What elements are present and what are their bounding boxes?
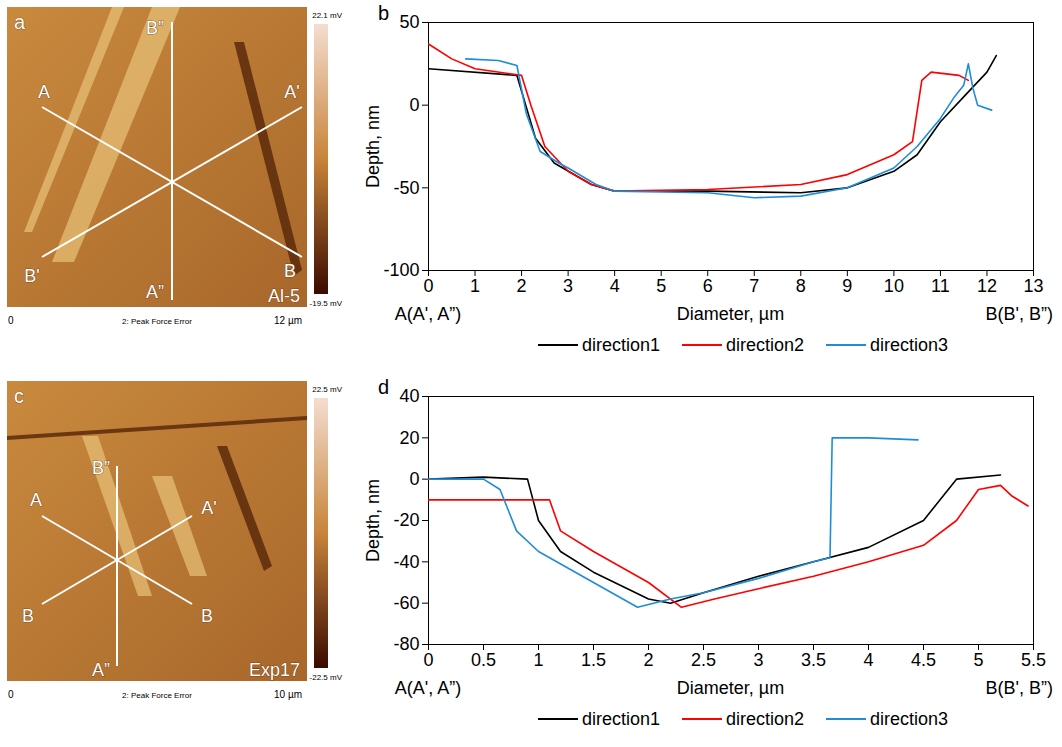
svg-text:c: c <box>14 385 24 407</box>
svg-text:4.5: 4.5 <box>911 650 936 670</box>
html-text:B(B', B”): B(B', B”) <box>985 678 1053 698</box>
html-text:direction2: direction2 <box>726 708 804 729</box>
svg-text:A: A <box>38 82 50 102</box>
svg-text:Depth, nm: Depth, nm <box>363 479 383 562</box>
svg-text:0.5: 0.5 <box>471 650 496 670</box>
svg-text:40: 40 <box>399 386 419 406</box>
svg-text:2: 2 <box>517 276 527 296</box>
svg-text:A”: A” <box>146 282 164 302</box>
svg-text:0: 0 <box>423 650 433 670</box>
svg-text:10 µm: 10 µm <box>274 689 302 700</box>
svg-text:22.5 mV: 22.5 mV <box>312 385 342 394</box>
svg-text:-19.5 mV: -19.5 mV <box>310 299 343 308</box>
svg-text:0: 0 <box>8 689 14 700</box>
svg-text:13: 13 <box>1023 276 1043 296</box>
svg-text:50: 50 <box>399 12 419 32</box>
html-text:A(A', A”): A(A', A”) <box>394 304 462 324</box>
svg-text:3.5: 3.5 <box>801 650 826 670</box>
svg-text:Exp17: Exp17 <box>249 660 300 680</box>
html-text:d: d <box>378 376 390 398</box>
svg-text:0: 0 <box>423 276 433 296</box>
svg-text:A”: A” <box>92 660 110 680</box>
svg-text:A': A' <box>201 498 216 518</box>
svg-text:-40: -40 <box>393 552 419 572</box>
svg-text:10: 10 <box>884 276 904 296</box>
svg-text:7: 7 <box>749 276 759 296</box>
svg-text:-22.5 mV: -22.5 mV <box>310 673 343 682</box>
svg-text:B”: B” <box>92 458 110 478</box>
svg-text:B”: B” <box>146 18 164 38</box>
svg-text:12 µm: 12 µm <box>274 315 302 326</box>
svg-text:Al-5: Al-5 <box>268 286 300 306</box>
svg-text:-80: -80 <box>393 634 419 654</box>
html-text:direction3: direction3 <box>870 708 949 729</box>
html-text:Diameter, µm: Diameter, µm <box>676 304 785 324</box>
svg-text:1: 1 <box>470 276 480 296</box>
svg-text:1.5: 1.5 <box>581 650 606 670</box>
svg-text:5: 5 <box>656 276 666 296</box>
svg-text:3: 3 <box>563 276 573 296</box>
svg-text:2: Peak Force Error: 2: Peak Force Error <box>122 691 192 700</box>
svg-text:20: 20 <box>399 428 419 448</box>
svg-text:2: Peak Force Error: 2: Peak Force Error <box>122 317 192 326</box>
html-text:direction3: direction3 <box>870 334 949 355</box>
svg-text:4: 4 <box>863 650 873 670</box>
svg-text:A': A' <box>284 82 299 102</box>
svg-text:12: 12 <box>977 276 997 296</box>
svg-text:0: 0 <box>8 315 14 326</box>
svg-text:-50: -50 <box>393 178 419 198</box>
html-text:B(B', B”): B(B', B”) <box>985 304 1053 324</box>
html-text:direction1: direction1 <box>581 708 660 729</box>
svg-text:1: 1 <box>533 650 543 670</box>
svg-text:11: 11 <box>931 276 950 296</box>
svg-text:9: 9 <box>842 276 852 296</box>
svg-text:0: 0 <box>409 469 419 489</box>
svg-text:5: 5 <box>973 650 983 670</box>
html-text:Diameter, µm: Diameter, µm <box>676 678 785 698</box>
svg-text:B: B <box>201 606 213 626</box>
svg-text:5.5: 5.5 <box>1021 650 1046 670</box>
svg-text:22.1 mV: 22.1 mV <box>312 11 342 20</box>
svg-text:2: 2 <box>643 650 653 670</box>
svg-text:6: 6 <box>703 276 713 296</box>
svg-text:4: 4 <box>610 276 620 296</box>
svg-text:3: 3 <box>753 650 763 670</box>
svg-text:a: a <box>14 11 26 33</box>
svg-text:-20: -20 <box>393 510 419 530</box>
svg-text:A: A <box>30 490 42 510</box>
html-text:direction2: direction2 <box>726 334 804 355</box>
svg-text:0: 0 <box>409 95 419 115</box>
html-text:b: b <box>378 2 390 24</box>
html-text:direction1: direction1 <box>581 334 660 355</box>
svg-text:B: B <box>284 261 296 281</box>
html-text:A(A', A”): A(A', A”) <box>394 678 462 698</box>
svg-text:B: B <box>22 606 34 626</box>
svg-text:2.5: 2.5 <box>691 650 716 670</box>
svg-text:-60: -60 <box>393 593 419 613</box>
svg-text:B': B' <box>24 266 39 286</box>
svg-text:8: 8 <box>796 276 806 296</box>
svg-text:-100: -100 <box>383 260 419 280</box>
svg-text:Depth, nm: Depth, nm <box>363 105 383 188</box>
